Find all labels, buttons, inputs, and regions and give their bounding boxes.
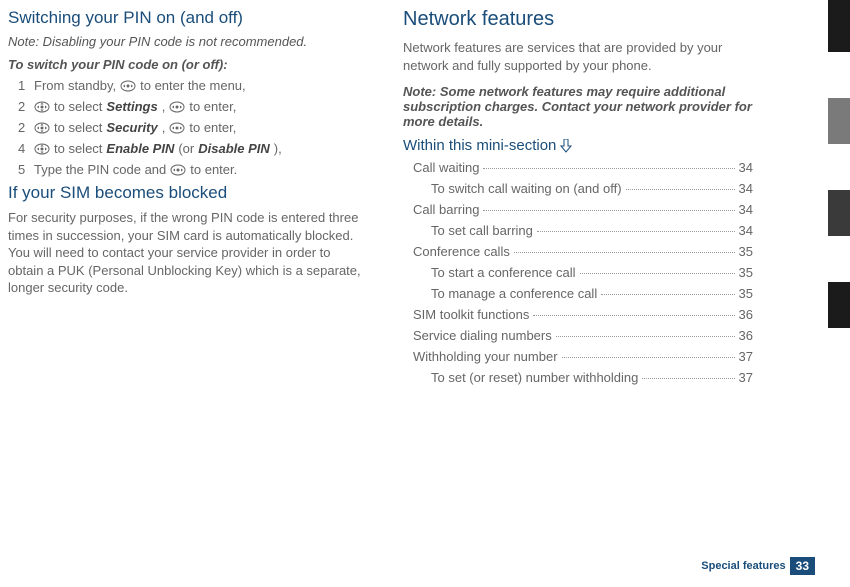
nav-updown-icon xyxy=(34,122,50,134)
toc-item: To set (or reset) number withholding37 xyxy=(413,370,753,385)
toc-item: Conference calls35 xyxy=(413,244,753,259)
toc-item: To switch call waiting on (and off)34 xyxy=(413,181,753,196)
heading-mini-section: Within this mini-section xyxy=(403,137,753,154)
thumb-tab xyxy=(828,98,850,144)
step-item: 1From standby,to enter the menu, xyxy=(8,78,363,93)
heading-pin: Switching your PIN on (and off) xyxy=(8,8,363,28)
toc-item: To set call barring34 xyxy=(413,223,753,238)
footer-label: Special features xyxy=(701,560,785,572)
thumb-tab xyxy=(828,190,850,236)
toc-item: Service dialing numbers36 xyxy=(413,328,753,343)
thumb-tab xyxy=(828,144,850,190)
desc-network: Network features are services that are p… xyxy=(403,39,753,74)
step-item: 5Type the PIN code andto enter. xyxy=(8,162,363,177)
toc-item: SIM toolkit functions36 xyxy=(413,307,753,322)
toc-item: Call barring34 xyxy=(413,202,753,217)
step-item: 2to selectSettings,to enter, xyxy=(8,99,363,114)
note-network: Note: Some network features may require … xyxy=(403,84,753,129)
toc: Call waiting34 To switch call waiting on … xyxy=(403,160,753,385)
nav-updown-icon xyxy=(34,101,50,113)
nav-center-icon xyxy=(169,122,185,134)
heading-sim-blocked: If your SIM becomes blocked xyxy=(8,183,363,203)
nav-center-icon xyxy=(169,101,185,113)
thumb-index-tabs xyxy=(828,0,850,328)
thumb-tab xyxy=(828,236,850,282)
nav-center-icon xyxy=(170,164,186,176)
nav-updown-icon xyxy=(34,143,50,155)
note-pin: Note: Disabling your PIN code is not rec… xyxy=(8,34,363,49)
body-sim-blocked: For security purposes, if the wrong PIN … xyxy=(8,209,363,297)
step-item: 4to selectEnable PIN (or Disable PIN), xyxy=(8,141,363,156)
footer-page-number: 33 xyxy=(790,557,815,575)
thumb-tab xyxy=(828,0,850,52)
toc-item: Call waiting34 xyxy=(413,160,753,175)
thumb-tab xyxy=(828,282,850,328)
step-item: 2to selectSecurity,to enter, xyxy=(8,120,363,135)
toc-item: To manage a conference call35 xyxy=(413,286,753,301)
page-footer: Special features 33 xyxy=(701,557,815,575)
arrow-down-icon xyxy=(560,139,572,153)
heading-network-features: Network features xyxy=(403,8,753,31)
mini-section-label: Within this mini-section xyxy=(403,137,556,154)
thumb-tab xyxy=(828,52,850,98)
toc-item: To start a conference call35 xyxy=(413,265,753,280)
nav-center-icon xyxy=(120,80,136,92)
intro-pin: To switch your PIN code on (or off): xyxy=(8,57,363,72)
toc-item: Withholding your number37 xyxy=(413,349,753,364)
